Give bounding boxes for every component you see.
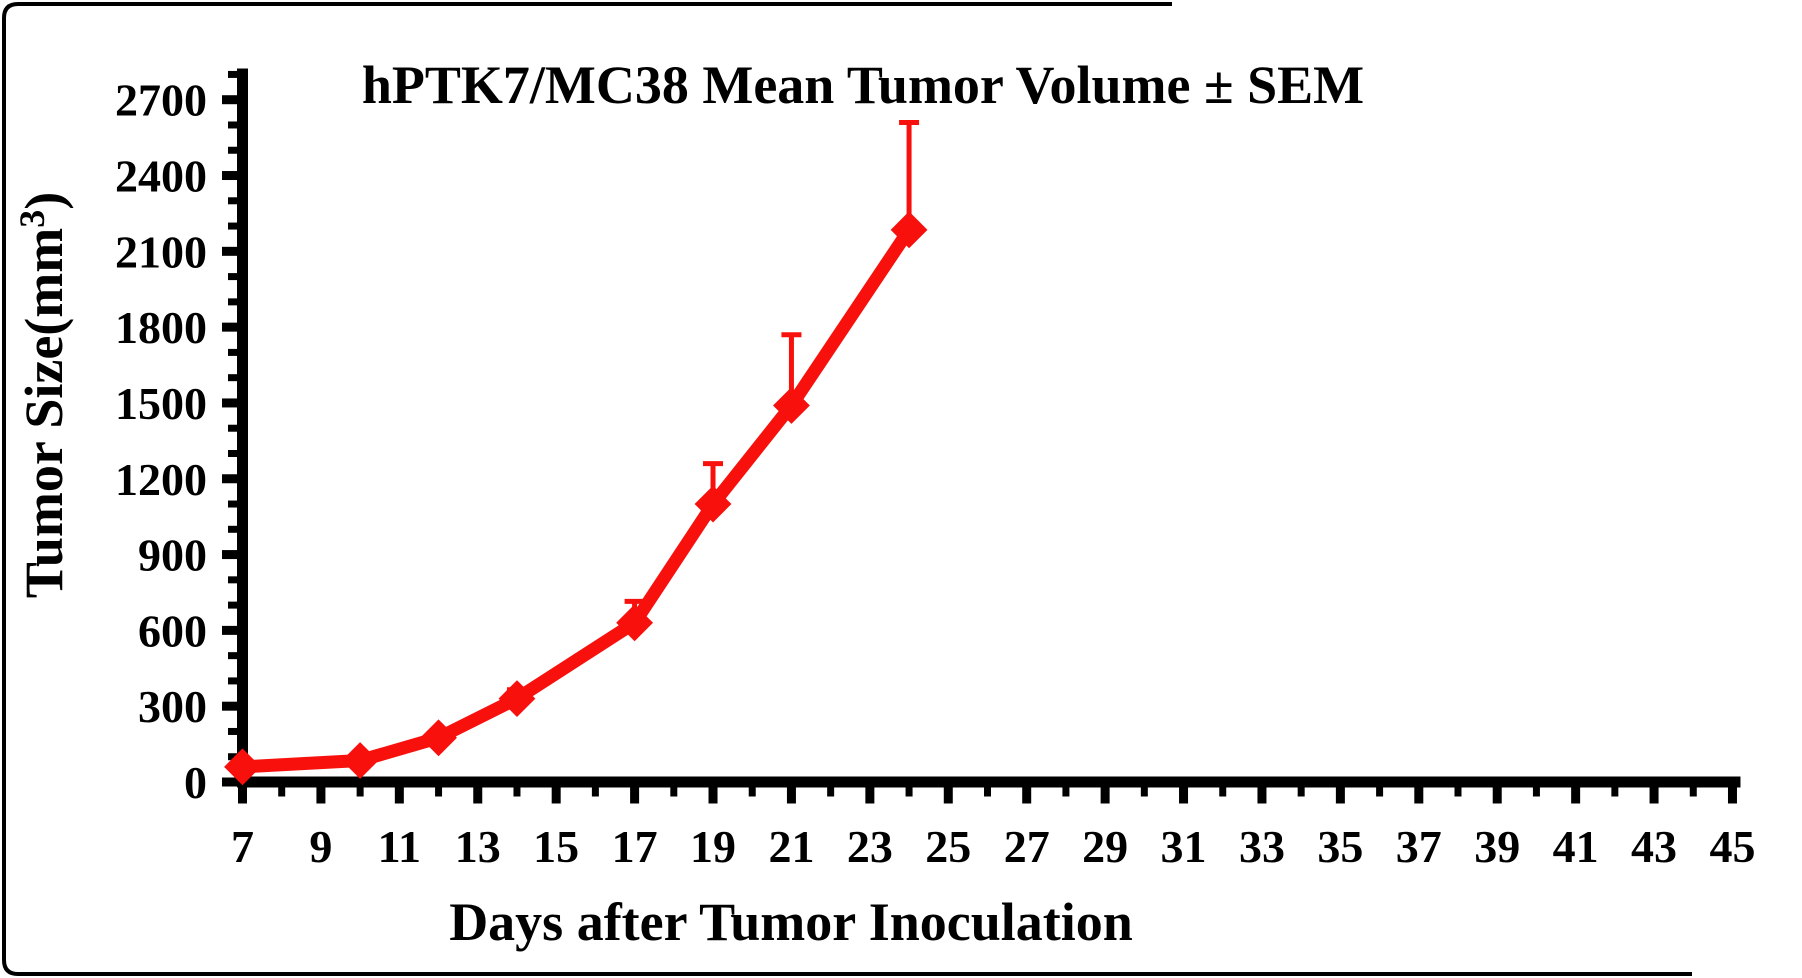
data-point-marker — [420, 719, 457, 757]
x-tick-label: 21 — [768, 821, 814, 872]
y-tick-label: 600 — [138, 605, 207, 656]
x-tick-label: 15 — [533, 821, 579, 872]
y-axis-label: Tumor Size(mm3) — [12, 192, 74, 598]
y-tick-label: 2700 — [115, 75, 207, 126]
x-tick-label: 19 — [690, 821, 736, 872]
x-tick-label: 43 — [1631, 821, 1677, 872]
y-tick-label: 300 — [138, 681, 207, 732]
data-point-marker — [224, 748, 261, 786]
x-tick-label: 7 — [231, 821, 254, 872]
x-tick-label: 17 — [612, 821, 658, 872]
x-tick-label: 37 — [1396, 821, 1442, 872]
y-tick-label: 1800 — [115, 302, 207, 353]
data-line — [236, 223, 916, 774]
data-point-marker — [773, 387, 810, 424]
data-point-marker — [890, 211, 928, 249]
x-tick-label: 29 — [1082, 821, 1128, 872]
panel-border — [2, 2, 1692, 976]
x-tick-label: 27 — [1004, 821, 1050, 872]
data-point-marker — [694, 485, 732, 523]
x-tick-label: 41 — [1553, 821, 1599, 872]
y-tick-label: 0 — [184, 757, 207, 808]
y-tick-label: 1200 — [115, 454, 207, 505]
y-tick-label: 1500 — [115, 378, 207, 429]
x-tick-label: 39 — [1474, 821, 1520, 872]
chart-title: hPTK7/MC38 Mean Tumor Volume ± SEM — [362, 55, 1364, 115]
x-tick-label: 9 — [309, 821, 332, 872]
x-tick-label: 23 — [847, 821, 893, 872]
data-point-marker — [498, 680, 536, 718]
y-tick-label: 2400 — [115, 151, 207, 202]
x-tick-label: 25 — [925, 821, 971, 872]
x-tick-label: 11 — [378, 821, 421, 872]
data-point-marker — [616, 604, 654, 642]
y-tick-label: 900 — [138, 530, 207, 581]
data-point-marker — [341, 742, 379, 779]
y-tick-label: 2100 — [115, 226, 207, 277]
x-tick-label: 33 — [1239, 821, 1285, 872]
x-tick-label: 13 — [455, 821, 501, 872]
x-tick-label: 31 — [1161, 821, 1207, 872]
x-tick-label: 35 — [1317, 821, 1363, 872]
x-axis-label: Days after Tumor Inoculation — [449, 892, 1133, 952]
x-tick-label: 45 — [1709, 821, 1755, 872]
